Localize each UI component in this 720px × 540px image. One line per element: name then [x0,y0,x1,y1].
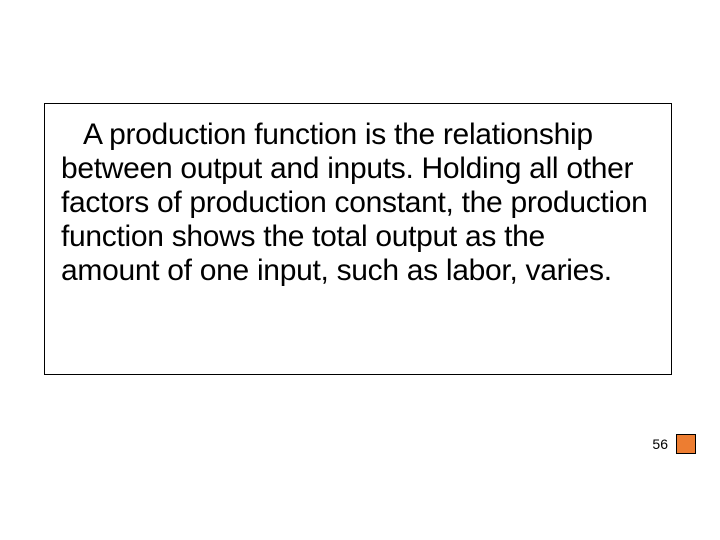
page-number: 56 [652,436,668,452]
slide-marker-icon [676,434,696,454]
slide: A production function is the relationshi… [0,0,720,540]
body-text: A production function is the relationshi… [61,118,651,288]
content-box: A production function is the relationshi… [44,103,672,375]
